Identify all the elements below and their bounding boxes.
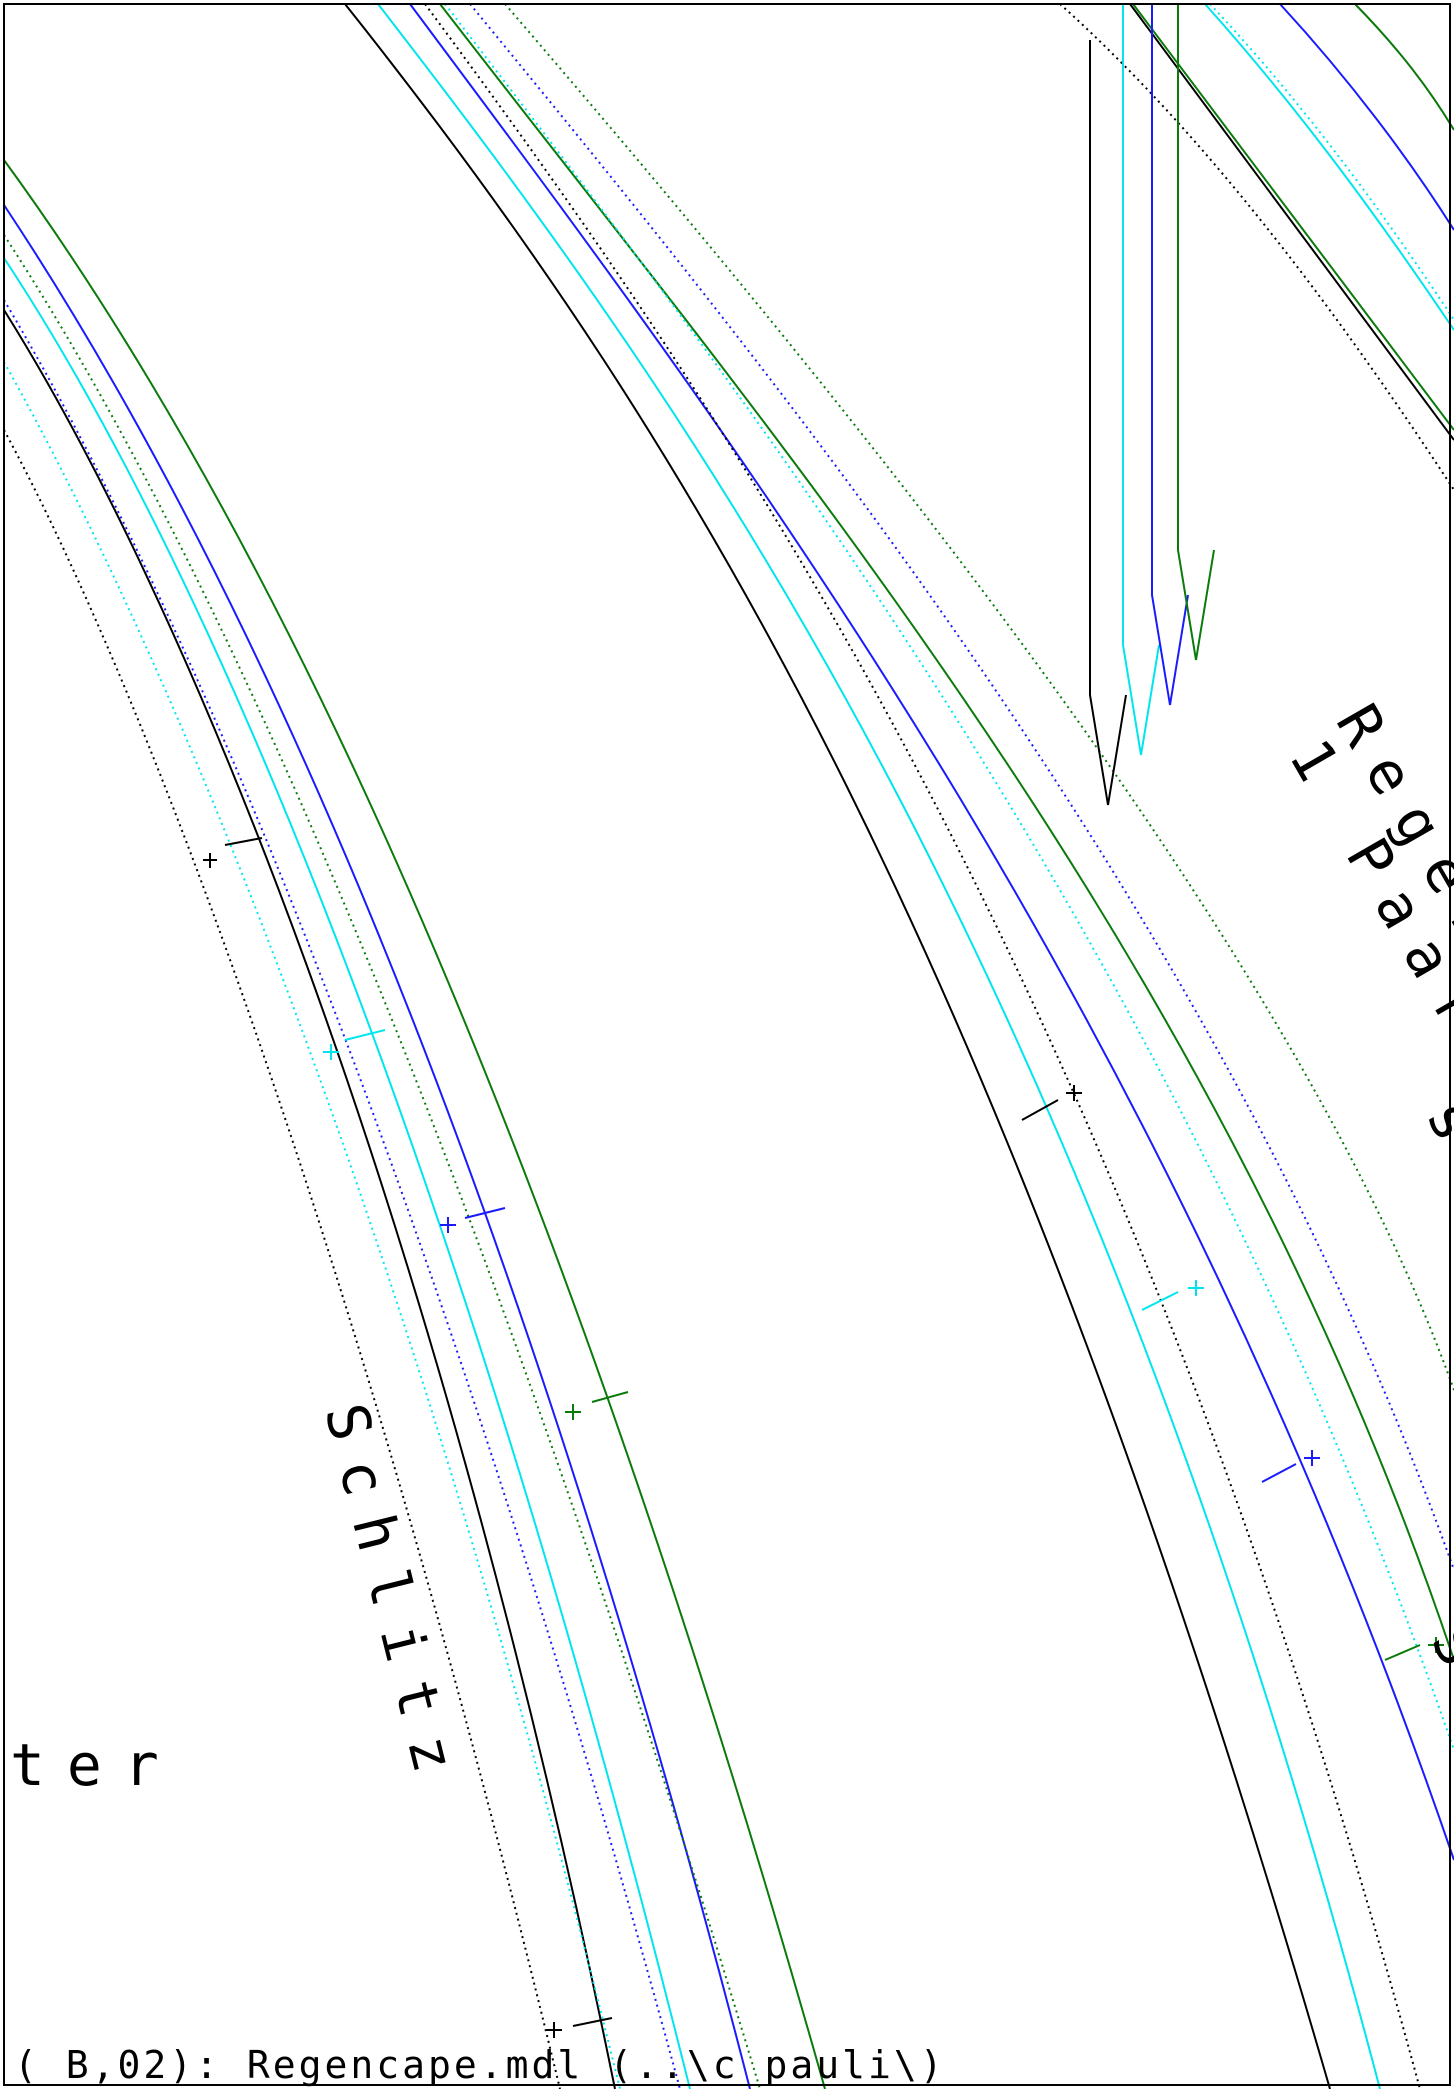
- grain-cyan-line: [1122, 4, 1160, 756]
- top-right-pattern-piece: [1059, 3, 1454, 806]
- middle-notch-blue: [1261, 1450, 1320, 1483]
- left-cyan-cut-line: [3, 257, 691, 2089]
- middle-black-cut-line: [344, 3, 1331, 2089]
- middle-blue-cut-line: [409, 3, 1454, 1861]
- grain-green-line: [1177, 4, 1215, 661]
- middle-notch-cyan: [1141, 1280, 1204, 1311]
- middle-pattern-piece: [344, 3, 1454, 2089]
- middle-blue-seam-line: [469, 3, 1454, 1571]
- tr-green-cut-line-b: [1354, 3, 1454, 131]
- tr-blue-cut-line: [1279, 3, 1454, 231]
- left-notch-blue: [440, 1207, 506, 1233]
- tr-black-cut-line: [1129, 3, 1454, 441]
- left-notch-black: [203, 837, 263, 868]
- left-green-cut-line: [3, 159, 826, 2089]
- label-ter: ter: [10, 1731, 181, 1799]
- middle-notch-black: [1021, 1085, 1082, 1121]
- middle-cyan-cut-line: [377, 3, 1381, 2089]
- grain-blue-line: [1151, 4, 1189, 706]
- left-cyan-seam-line: [3, 361, 621, 2089]
- footer-caption: ( B,02): Regencape.mdl (..\c pauli\): [14, 2043, 946, 2087]
- left-blue-cut-line: [3, 204, 751, 2089]
- tr-cyan-cut-line: [1204, 3, 1454, 331]
- tr-green-cut-line-a: [1132, 3, 1454, 431]
- left-notch-green: [565, 1391, 629, 1420]
- left-pattern-piece: [3, 159, 826, 2089]
- middle-green-seam-line: [504, 3, 1454, 1391]
- sheet-border: [3, 3, 1451, 2086]
- left-notch-bottom-black: [546, 2017, 613, 2038]
- left-blue-seam-line: [3, 299, 681, 2089]
- left-black-cut-line: [3, 309, 616, 2089]
- middle-cyan-seam-line: [444, 3, 1454, 1751]
- grain-black-line: [1089, 40, 1127, 806]
- middle-notch-green: [1384, 1637, 1444, 1661]
- tr-cyan-seam-line: [1209, 3, 1454, 321]
- left-notch-cyan: [323, 1029, 386, 1060]
- middle-green-cut-line: [439, 3, 1454, 1661]
